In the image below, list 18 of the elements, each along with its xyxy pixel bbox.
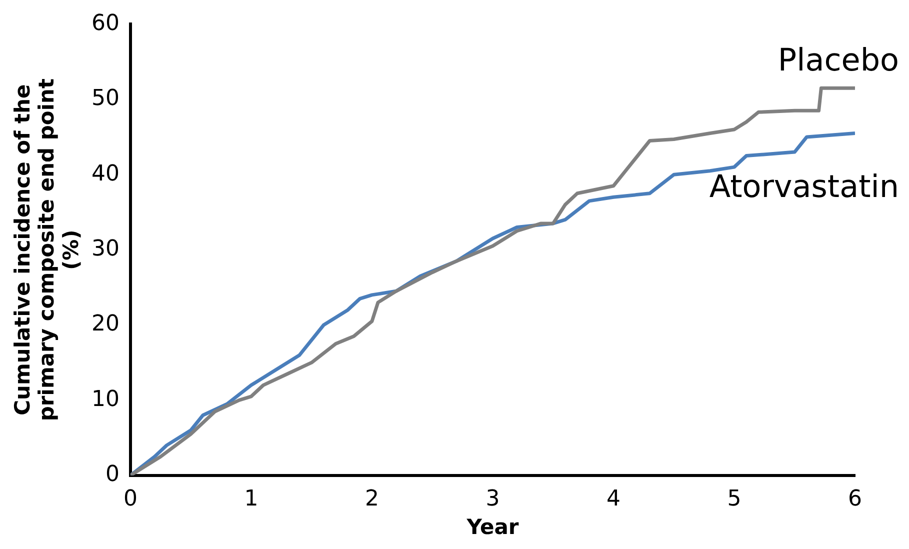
x-tick-label: 0 [123,486,138,512]
y-axis-title: Cumulative incidence of the primary composite end point (%) [10,78,83,422]
y-tick-label: 60 [91,10,120,36]
x-tick-label: 4 [606,486,620,512]
y-tick-label: 20 [91,312,120,337]
y-tick-label: 30 [91,236,120,262]
y-tick-label: 0 [105,462,120,488]
x-tick-label: 2 [364,486,379,512]
y-tick-label: 40 [91,161,120,186]
series-label: Atorvastatin [709,168,899,205]
x-tick-label: 1 [244,486,258,512]
y-tick-label: 10 [91,386,120,412]
y-tick-label: 50 [91,86,120,112]
x-tick-label: 6 [848,486,862,512]
x-tick-label: 5 [727,486,742,512]
x-axis-title: Year [466,514,520,539]
series-label: Placebo [778,42,899,79]
x-tick-label: 3 [486,486,500,512]
